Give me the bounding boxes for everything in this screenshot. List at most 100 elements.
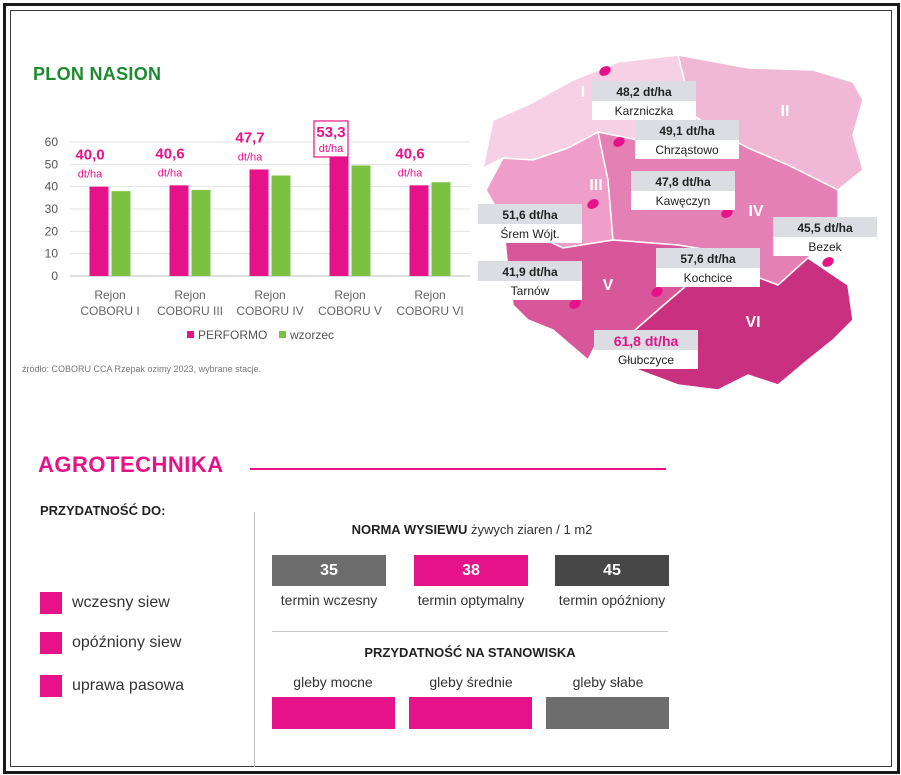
station-value: 45,5 dt/ha [797, 221, 853, 235]
suitability-label: opóźniony siew [72, 634, 182, 651]
horizontal-divider [272, 631, 668, 632]
suitability-item: opóźniony siew [40, 632, 181, 654]
station-value-box [635, 120, 739, 140]
suitability-marker [40, 592, 62, 614]
x-tick-label: COBORU VI [396, 304, 463, 318]
bar-performo [249, 169, 269, 276]
region-label: II [781, 103, 790, 120]
station-value-box [594, 330, 698, 350]
station-name: Kochcice [684, 271, 733, 285]
value-unit: dt/ha [78, 169, 103, 181]
station-value-box [592, 81, 696, 101]
station-name: Kawęczyn [656, 194, 711, 208]
value-unit: dt/ha [238, 151, 263, 163]
x-tick-label: COBORU IV [236, 304, 303, 318]
x-tick-label: Rejon [254, 288, 285, 302]
norma-box-late: 45 [555, 555, 669, 586]
norma-label-early: termin wczesny [280, 592, 378, 608]
outer-frame [3, 3, 900, 774]
value-label: 47,7 [235, 129, 264, 146]
station-dot [569, 299, 581, 309]
plon-title: PLON NASION [33, 64, 162, 84]
station-name: Głubczyce [618, 353, 674, 367]
y-tick-label: 0 [51, 269, 58, 283]
station-name: Bezek [808, 240, 842, 254]
value-unit: dt/ha [158, 167, 183, 179]
bar-performo [409, 185, 429, 276]
station-value: 48,2 dt/ha [616, 85, 672, 99]
station-value-box [478, 261, 582, 281]
suitability-label: wczesny siew [72, 594, 170, 611]
region-label: III [589, 177, 602, 194]
soil-box-medium [409, 697, 532, 729]
bar-performo [169, 185, 189, 276]
value-label: 40,6 [395, 145, 424, 162]
bar-performo [329, 156, 349, 276]
x-tick-label: COBORU V [318, 304, 382, 318]
station-value: 41,9 dt/ha [502, 265, 558, 279]
suitability-label: uprawa pasowa [72, 677, 185, 694]
norma-title-rest: żywych ziaren / 1 m2 [467, 522, 593, 537]
station-dot [587, 199, 599, 209]
station-name: Śrem Wójt. [500, 226, 559, 241]
norma-label-optimal: termin optymalny [417, 592, 525, 608]
agro-title: AGROTECHNIKA [38, 452, 224, 477]
y-tick-label: 50 [45, 157, 59, 171]
station-value: 49,1 dt/ha [659, 124, 715, 138]
region-label: IV [748, 203, 763, 220]
y-tick-label: 40 [45, 180, 59, 194]
station-dot [822, 257, 834, 267]
agro-title-rule [250, 468, 666, 470]
suitability-marker [40, 675, 62, 697]
region-label: VI [745, 314, 760, 331]
soil-label-weak: gleby słabe [572, 674, 644, 690]
bar-wzorzec [271, 175, 291, 276]
soil-box-strong [272, 697, 395, 729]
station-name: Chrząstowo [655, 143, 719, 157]
station-value: 61,8 dt/ha [614, 333, 679, 349]
y-tick-label: 60 [45, 135, 59, 149]
station-dot [721, 208, 733, 218]
x-tick-label: Rejon [414, 288, 445, 302]
station-name: Tarnów [511, 284, 550, 298]
value-label: 40,0 [75, 147, 104, 164]
region-label: V [603, 277, 614, 294]
station-value: 47,8 dt/ha [655, 175, 711, 189]
station-name-box [594, 350, 698, 369]
station-name-box [773, 237, 877, 256]
bar-wzorzec [351, 165, 371, 276]
station-value-box [656, 248, 760, 268]
x-tick-label: Rejon [94, 288, 125, 302]
value-highlight-box [313, 120, 349, 158]
stanowiska-title: PRZYDATNOŚĆ NA STANOWISKA [364, 645, 576, 660]
source-note: źródło: COBORU CCA Rzepak ozimy 2023, wy… [22, 364, 262, 374]
inner-frame [10, 10, 892, 767]
bar-performo [89, 186, 109, 276]
bar-wzorzec [431, 182, 451, 276]
value-label: 53,3 [316, 124, 345, 141]
x-tick-label: COBORU I [80, 304, 139, 318]
suitability-marker [40, 632, 62, 654]
x-tick-label: Rejon [174, 288, 205, 302]
norma-title-bold: NORMA WYSIEWU [351, 522, 468, 537]
station-name-box [635, 140, 739, 159]
norma-box-early: 35 [272, 555, 386, 586]
station-dot [613, 137, 625, 147]
station-value-box [773, 217, 877, 237]
norma-title: NORMA WYSIEWU żywych ziaren / 1 m2 [272, 522, 672, 537]
y-tick-label: 20 [45, 224, 59, 238]
value-label: 40,6 [155, 145, 184, 162]
norma-label-late: termin opóźniony [558, 592, 666, 608]
station-name-box [478, 281, 582, 300]
bar-wzorzec [111, 191, 131, 276]
station-value-box [478, 204, 582, 224]
y-tick-label: 10 [45, 247, 59, 261]
station-name-box [592, 101, 696, 120]
legend-swatch [279, 331, 286, 338]
suitability-title: PRZYDATNOŚĆ DO: [40, 503, 166, 518]
value-unit: dt/ha [398, 167, 423, 179]
station-dot [599, 66, 611, 76]
x-tick-label: COBORU III [157, 304, 223, 318]
station-value: 57,6 dt/ha [680, 252, 736, 266]
suitability-item: uprawa pasowa [40, 675, 184, 697]
